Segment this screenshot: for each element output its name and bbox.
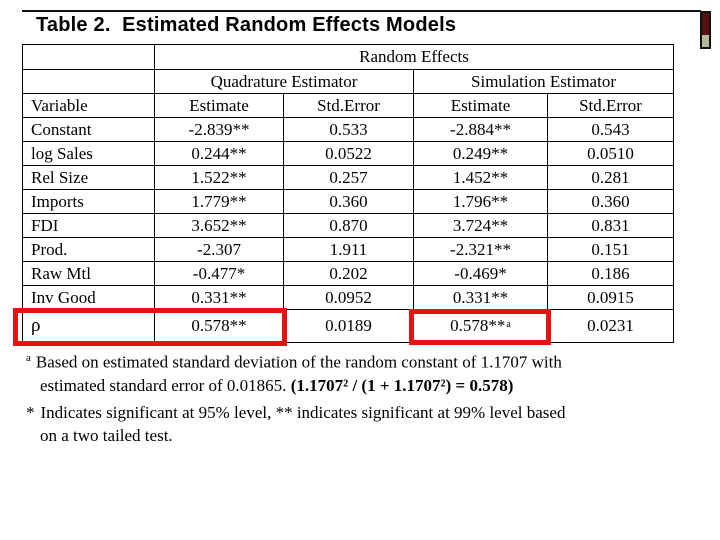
quadrature-stderror-cell: 0.202 — [283, 261, 414, 286]
subheader-simulation: Simulation Estimator — [413, 69, 674, 94]
group-header-row: Random Effects — [22, 44, 674, 70]
quadrature-estimate-cell: 0.244** — [154, 141, 284, 166]
subheader-quadrature: Quadrature Estimator — [154, 69, 414, 94]
variable-cell: Rel Size — [22, 165, 155, 190]
footnote-a-line1: a Based on estimated standard deviation o… — [26, 347, 715, 374]
random-effects-table: Random Effects Quadrature Estimator Simu… — [22, 44, 674, 343]
simulation-stderror-cell: 0.281 — [547, 165, 674, 190]
simulation-stderror-cell: 0.186 — [547, 261, 674, 286]
footnote-significance-text2: on a two tailed test. — [40, 426, 173, 446]
quadrature-estimate-cell: 0.578** — [154, 309, 284, 343]
footnote-a-marker: a — [26, 352, 31, 364]
simulation-stderror-cell: 0.0915 — [547, 285, 674, 310]
simulation-estimate-cell: 0.578**a — [413, 309, 548, 343]
variable-cell: Prod. — [22, 237, 155, 262]
quadrature-stderror-cell: 0.533 — [283, 117, 414, 142]
table-row-rho: ρ 0.578** 0.0189 0.578**a 0.0231 — [22, 309, 674, 343]
footnote-significance-line1: * Indicates significant at 95% level, ** … — [26, 401, 715, 425]
footnote-a-text1: Based on estimated standard deviation of… — [35, 352, 562, 372]
quadrature-estimate-cell: -2.839** — [154, 117, 284, 142]
simulation-estimate-cell: 3.724** — [413, 213, 548, 238]
simulation-stderror-cell: 0.831 — [547, 213, 674, 238]
rho-simulation-estimate: 0.578** — [450, 316, 506, 335]
quadrature-stderror-cell: 0.0952 — [283, 285, 414, 310]
simulation-stderror-cell: 0.360 — [547, 189, 674, 214]
group-header-random-effects: Random Effects — [154, 44, 674, 70]
footnote-a-reference: a — [506, 319, 511, 330]
quadrature-stderror-cell: 1.911 — [283, 237, 414, 262]
variable-cell: ρ — [22, 309, 155, 343]
col-header-stderror-s: Std.Error — [547, 93, 674, 118]
top-rule — [22, 10, 701, 12]
quadrature-stderror-cell: 0.0189 — [283, 309, 414, 343]
table-row-inv-good: Inv Good 0.331** 0.0952 0.331** 0.0915 — [22, 285, 674, 310]
variable-cell: FDI — [22, 213, 155, 238]
column-header-row: Variable Estimate Std.Error Estimate Std… — [22, 93, 674, 118]
footnote-a-line2: estimated standard error of 0.01865. (1.… — [40, 374, 715, 398]
simulation-estimate-cell: 0.331** — [413, 285, 548, 310]
variable-cell: Constant — [22, 117, 155, 142]
footnote-a-formula: (1.1707² / (1 + 1.1707²) = 0.578) — [290, 376, 514, 396]
ornament-beige-segment — [702, 35, 709, 47]
footnote-star-marker: * — [26, 402, 35, 422]
quadrature-estimate-cell: 3.652** — [154, 213, 284, 238]
simulation-estimate-cell: 0.249** — [413, 141, 548, 166]
simulation-stderror-cell: 0.0231 — [547, 309, 674, 343]
empty-header-cell — [22, 69, 155, 94]
empty-header-cell — [22, 44, 155, 70]
quadrature-stderror-cell: 0.870 — [283, 213, 414, 238]
slide-edge-ornament — [700, 11, 711, 49]
footnote-a: a Based on estimated standard deviation o… — [25, 347, 715, 398]
simulation-estimate-cell: -2.321** — [413, 237, 548, 262]
footnote-a-text2: estimated standard error of 0.01865. — [40, 376, 291, 396]
simulation-stderror-cell: 0.151 — [547, 237, 674, 262]
col-header-estimate-s: Estimate — [413, 93, 548, 118]
table-row-imports: Imports 1.779** 0.360 1.796** 0.360 — [22, 189, 674, 214]
slide-title: Table 2. Estimated Random Effects Models — [36, 14, 457, 36]
subgroup-header-row: Quadrature Estimator Simulation Estimato… — [22, 69, 674, 94]
footnotes: a Based on estimated standard deviation o… — [25, 347, 715, 448]
quadrature-stderror-cell: 0.0522 — [283, 141, 414, 166]
quadrature-stderror-cell: 0.360 — [283, 189, 414, 214]
table-row-log-sales: log Sales 0.244** 0.0522 0.249** 0.0510 — [22, 141, 674, 166]
table-row-constant: Constant -2.839** 0.533 -2.884** 0.543 — [22, 117, 674, 142]
table-row-rel-size: Rel Size 1.522** 0.257 1.452** 0.281 — [22, 165, 674, 190]
simulation-estimate-cell: -2.884** — [413, 117, 548, 142]
table-row-fdi: FDI 3.652** 0.870 3.724** 0.831 — [22, 213, 674, 238]
variable-cell: Inv Good — [22, 285, 155, 310]
footnote-significance: * Indicates significant at 95% level, ** … — [25, 401, 715, 448]
col-header-variable: Variable — [22, 93, 155, 118]
table-row-prod: Prod. -2.307 1.911 -2.321** 0.151 — [22, 237, 674, 262]
simulation-stderror-cell: 0.543 — [547, 117, 674, 142]
footnote-significance-line2: on a two tailed test. — [40, 424, 715, 448]
variable-cell: Imports — [22, 189, 155, 214]
quadrature-stderror-cell: 0.257 — [283, 165, 414, 190]
col-header-estimate-q: Estimate — [154, 93, 284, 118]
simulation-estimate-cell: 1.452** — [413, 165, 548, 190]
ornament-maroon-segment — [702, 13, 709, 35]
simulation-stderror-cell: 0.0510 — [547, 141, 674, 166]
quadrature-estimate-cell: -0.477* — [154, 261, 284, 286]
quadrature-estimate-cell: 0.331** — [154, 285, 284, 310]
simulation-estimate-cell: 1.796** — [413, 189, 548, 214]
col-header-stderror-q: Std.Error — [283, 93, 414, 118]
quadrature-estimate-cell: 1.779** — [154, 189, 284, 214]
table-row-raw-mtl: Raw Mtl -0.477* 0.202 -0.469* 0.186 — [22, 261, 674, 286]
variable-cell: log Sales — [22, 141, 155, 166]
quadrature-estimate-cell: -2.307 — [154, 237, 284, 262]
simulation-estimate-cell: -0.469* — [413, 261, 548, 286]
footnote-significance-text1: Indicates significant at 95% level, ** i… — [40, 402, 566, 422]
quadrature-estimate-cell: 1.522** — [154, 165, 284, 190]
variable-cell: Raw Mtl — [22, 261, 155, 286]
